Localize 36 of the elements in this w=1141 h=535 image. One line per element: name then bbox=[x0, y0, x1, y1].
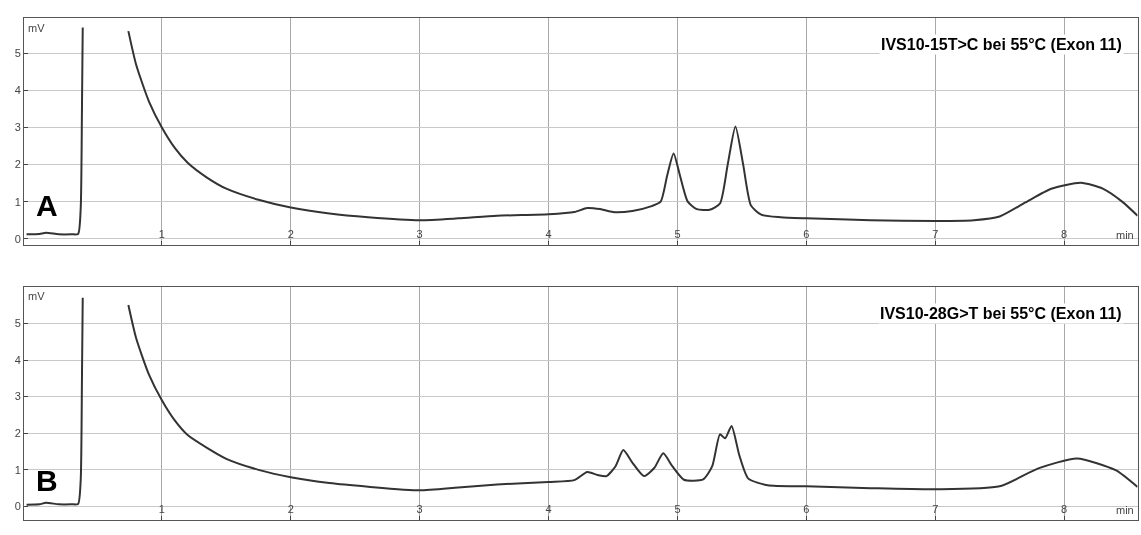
x-tick-label: 3 bbox=[416, 503, 423, 516]
annotation: B bbox=[36, 464, 58, 497]
x-tick-label: 1 bbox=[158, 228, 165, 241]
x-tick-label: 5 bbox=[674, 503, 681, 516]
y-axis-title: mV bbox=[28, 22, 46, 34]
y-tick-label: 2 bbox=[14, 427, 21, 440]
x-tick-label: 4 bbox=[545, 503, 552, 516]
x-tick-label: 7 bbox=[932, 228, 939, 241]
y-tick-label: 3 bbox=[14, 121, 21, 134]
y-tick-label: 5 bbox=[14, 47, 21, 60]
x-tick-label: 3 bbox=[416, 228, 423, 241]
y-tick-label: 2 bbox=[14, 158, 21, 171]
y-tick-label: 3 bbox=[14, 390, 21, 403]
y-tick-label: 0 bbox=[14, 500, 21, 513]
y-tick-label: 1 bbox=[14, 195, 21, 208]
x-tick-label: 5 bbox=[674, 228, 681, 241]
x-tick-label: 8 bbox=[1061, 228, 1068, 241]
x-axis-title: min bbox=[1116, 229, 1134, 241]
text: IVS10-28G>T bei 55°C (Exon 11) bbox=[880, 305, 1122, 322]
x-tick-label: 1 bbox=[158, 503, 165, 516]
x-tick-label: 2 bbox=[287, 503, 294, 516]
y-tick-label: 1 bbox=[14, 463, 21, 476]
x-tick-label: 6 bbox=[803, 503, 810, 516]
y-tick-label: 0 bbox=[14, 232, 21, 245]
x-tick-label: 6 bbox=[803, 228, 810, 241]
x-tick-label: 2 bbox=[287, 228, 294, 241]
text: IVS10-15T>C bei 55°C (Exon 11) bbox=[881, 36, 1122, 53]
y-tick-label: 4 bbox=[14, 353, 21, 366]
x-tick-label: 8 bbox=[1061, 503, 1068, 516]
x-tick-label: 4 bbox=[545, 228, 552, 241]
y-tick-label: 4 bbox=[14, 84, 21, 97]
x-tick-label: 7 bbox=[932, 503, 939, 516]
x-axis-title: min bbox=[1116, 504, 1134, 516]
y-axis-title: mV bbox=[28, 290, 46, 302]
y-tick-label: 5 bbox=[14, 317, 21, 330]
annotation: A bbox=[36, 189, 58, 222]
